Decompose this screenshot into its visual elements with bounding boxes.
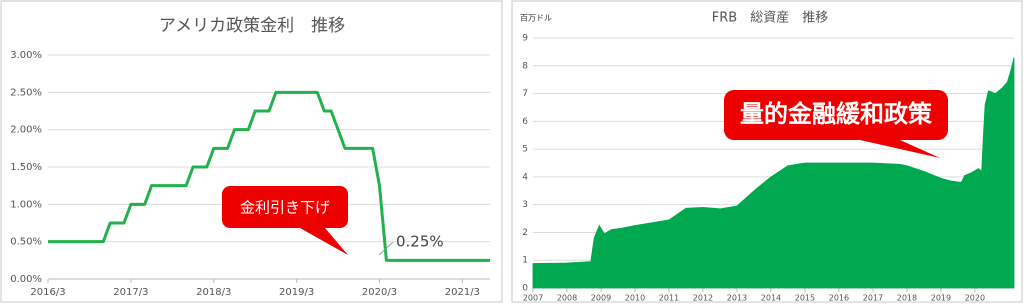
x-tick-label: 2020 — [965, 294, 985, 303]
x-tick-label: 2020/3 — [362, 287, 397, 298]
y-tick-label: 4 — [522, 172, 528, 182]
callout-shape — [724, 90, 948, 158]
y-tick-label: 1.50% — [10, 162, 42, 173]
y-tick-label: 0.00% — [10, 274, 42, 285]
y-tick-label: 2.00% — [10, 125, 42, 136]
chart-title: アメリカ政策金利 推移 — [159, 16, 345, 36]
y-tick-label: 0 — [522, 284, 528, 294]
y-tick-label: 0.50% — [10, 237, 42, 248]
y-tick-label: 6 — [522, 117, 528, 127]
x-tick-label: 2016/3 — [30, 287, 65, 298]
panel — [0, 0, 503, 303]
leader-line — [378, 241, 394, 256]
y-tick-label: 1.00% — [10, 199, 42, 210]
y-tick-label: 1 — [522, 256, 528, 266]
x-tick-label: 2009 — [591, 294, 611, 303]
x-tick-label: 2010 — [625, 294, 645, 303]
y-tick-label: 8 — [522, 61, 528, 71]
x-tick-label: 2017 — [863, 294, 883, 303]
y-tick-label: 7 — [522, 89, 528, 99]
x-tick-label: 2019/3 — [279, 287, 314, 298]
line-series — [48, 90, 490, 262]
plots: 0.00% 0.50% 1.00% 1.50% 2.00% 2.50% 3.00% 2016/… — [10, 34, 1015, 303]
x-tick-label: 2012 — [693, 294, 713, 303]
y-tick-label: 5 — [522, 145, 528, 155]
x-tick-label: 2015 — [795, 294, 815, 303]
callout: 量的金融緩和政策 — [724, 90, 948, 158]
y-tick-label: 9 — [522, 34, 528, 44]
callout-shape — [222, 186, 348, 255]
x-tick-label: 2013 — [727, 294, 747, 303]
callout-text: 量的金融緩和政策 — [740, 100, 933, 128]
x-tick-label: 2016 — [829, 294, 849, 303]
y-tick-label: 3.00% — [10, 50, 42, 61]
y-tick-label: 2 — [522, 228, 528, 238]
area-series — [532, 57, 1015, 289]
x-tick-label: 2014 — [761, 294, 781, 303]
x-tick-label: 2007 — [523, 294, 543, 303]
x-tick-label: 2019 — [931, 294, 951, 303]
chart-title: FRB 総資産 推移 — [712, 10, 828, 26]
callout-text: 金利引き下げ — [240, 199, 330, 217]
annotation: 0.25% — [396, 233, 444, 251]
x-tick-label: 2008 — [557, 294, 577, 303]
y-tick-label: 3 — [522, 200, 528, 210]
x-tick-label: 2017/3 — [113, 287, 148, 298]
x-tick-label: 2018 — [897, 294, 917, 303]
x-tick-label: 2018/3 — [196, 287, 231, 298]
x-tick-label: 2011 — [659, 294, 679, 303]
x-tick-label: 2021/3 — [445, 287, 480, 298]
y-axis-unit: 百万ドル — [520, 14, 552, 23]
callout: 金利引き下げ — [222, 186, 348, 255]
y-tick-label: 2.50% — [10, 87, 42, 98]
